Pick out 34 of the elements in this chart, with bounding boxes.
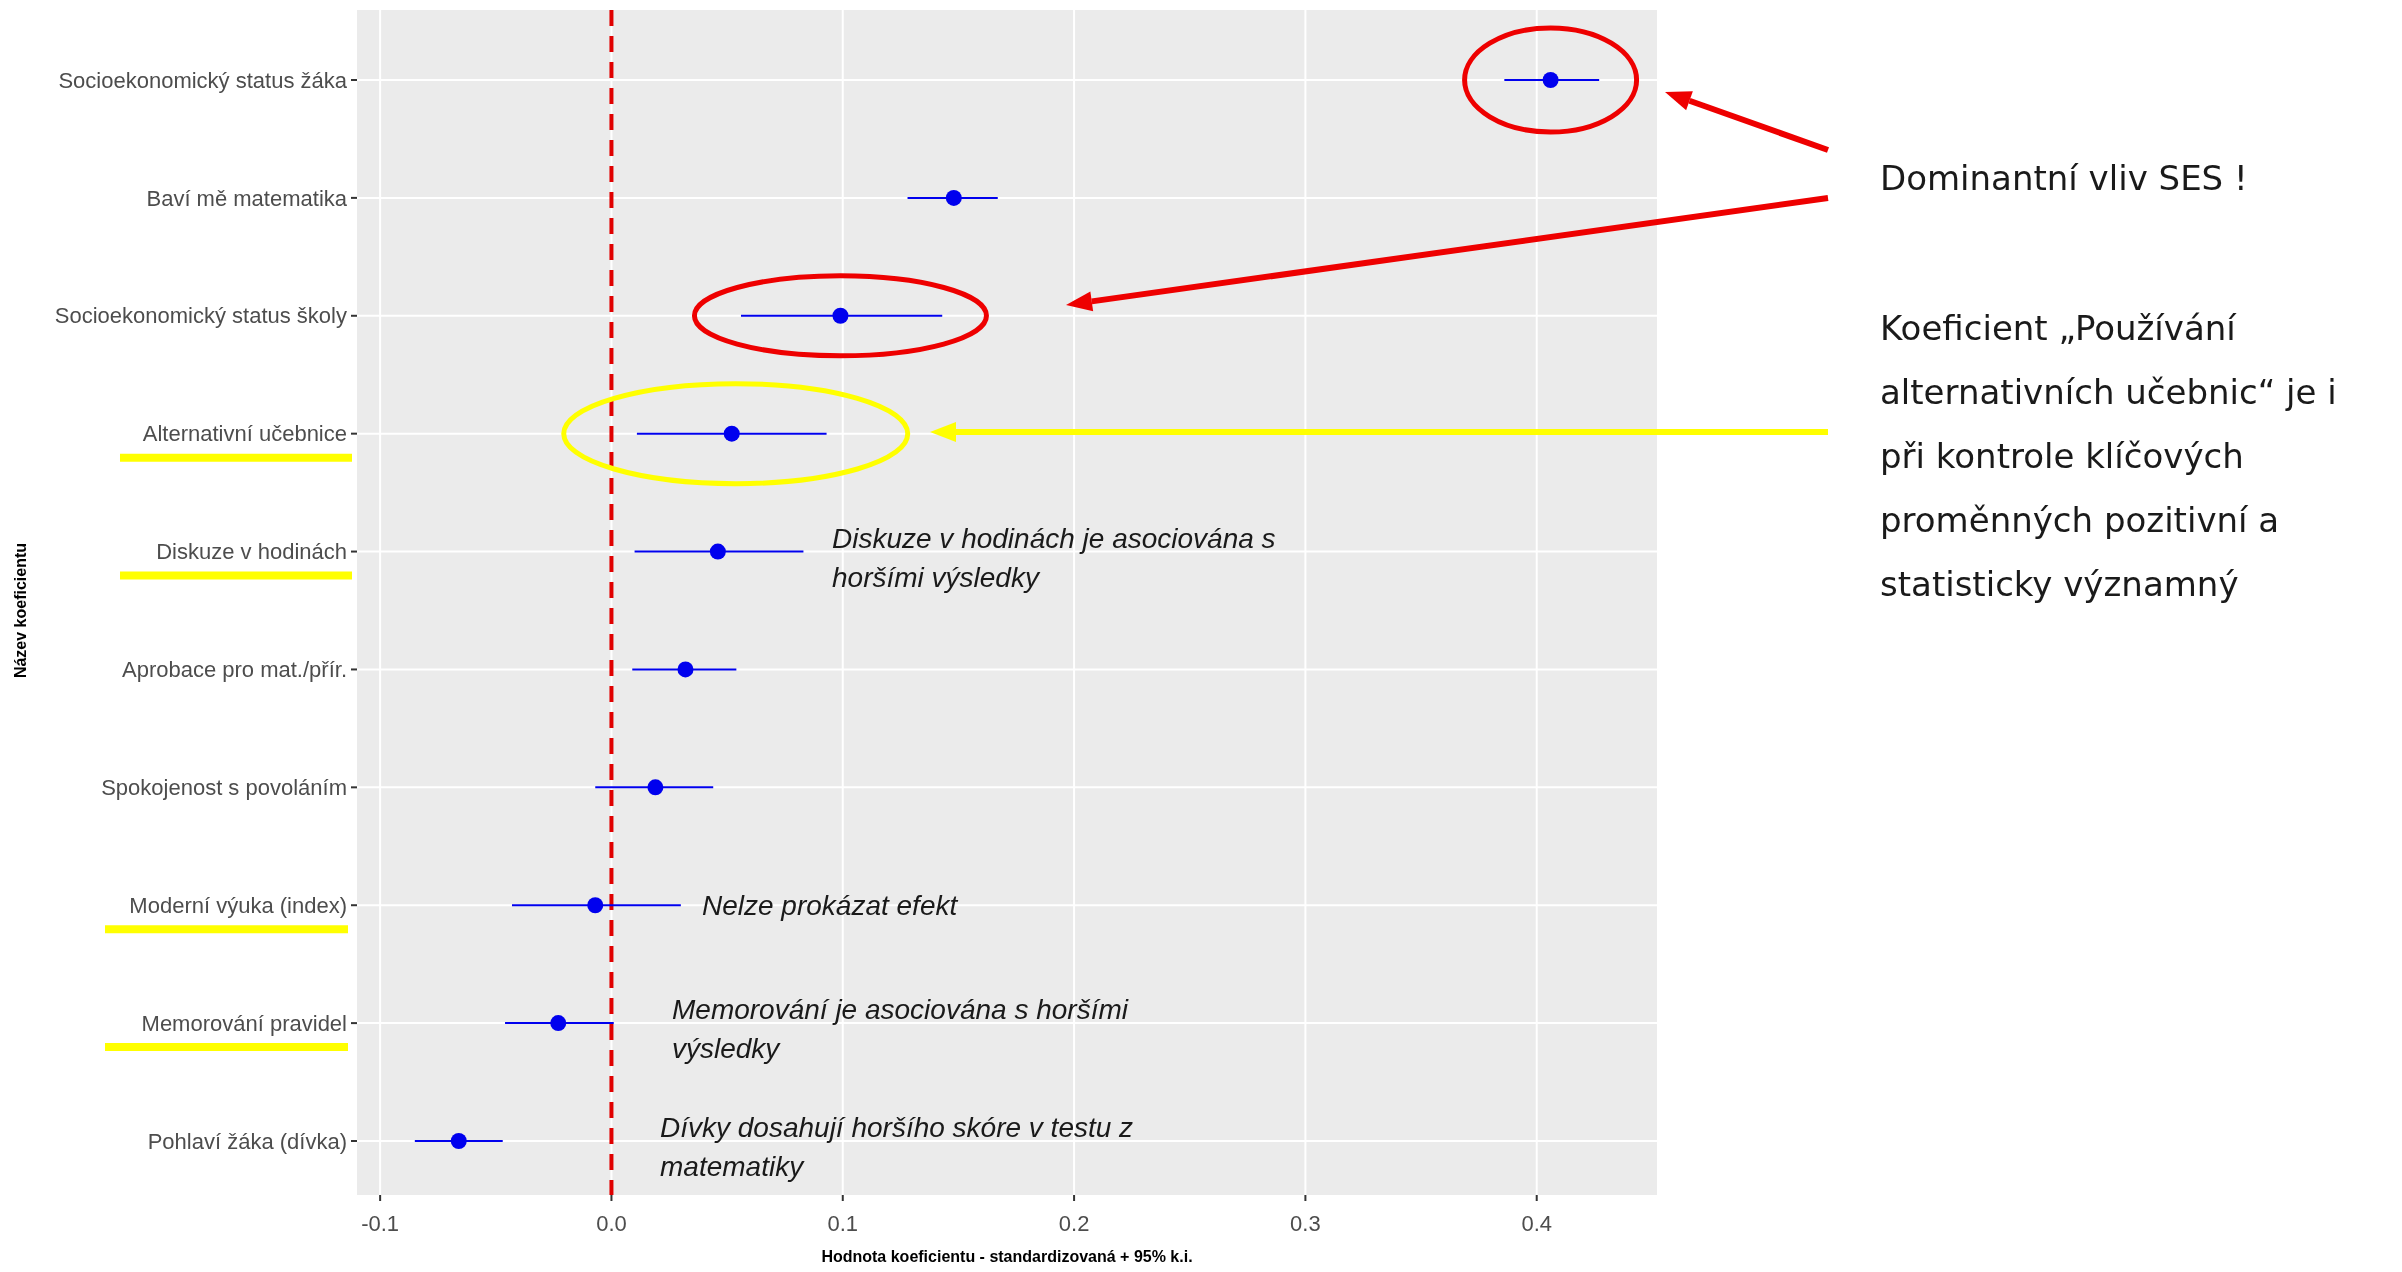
x-tick-label: 0.4 <box>1521 1211 1553 1236</box>
point <box>677 661 694 678</box>
x-tick-label: 0.3 <box>1290 1211 1321 1236</box>
y-tick-label: Alternativní učebnice <box>142 421 347 447</box>
y-tick-label: Aprobace pro mat./přír. <box>122 657 347 683</box>
point <box>723 425 740 442</box>
y-tick-label: Pohlaví žáka (dívka) <box>147 1128 347 1154</box>
y-tick-label: Memorování pravidel <box>141 1010 347 1036</box>
y-tick-label: Baví mě matematika <box>146 185 348 211</box>
point <box>1542 72 1559 88</box>
annotation: Memorování je asociována s horšími výsledky <box>672 994 1129 1065</box>
x-tick-label: 0.0 <box>596 1211 627 1236</box>
y-tick-label: Socioekonomický status školy <box>54 303 347 329</box>
y-tick-label: Socioekonomický status žáka <box>58 67 348 93</box>
point <box>945 189 962 206</box>
x-axis-title: Hodnota koeficientu - standardizovaná + 95% k.i. <box>821 1248 1193 1265</box>
x-tick-label: 0.2 <box>1058 1211 1090 1236</box>
point <box>647 779 664 796</box>
x-tick-label: -0.1 <box>361 1211 400 1236</box>
annotation: Nelze prokázat efekt <box>702 890 959 922</box>
annotation: Dívky dosahují horšího skóre v testu z matematiky <box>660 1112 1134 1182</box>
point <box>709 543 726 560</box>
y-axis-title: Název koeficientu <box>12 542 29 679</box>
text: Koeficient „Používání alternativních učebnic“ je i při kontrole klíčových proměnných pozitivní a statisticky významný <box>1880 308 2337 604</box>
text: Dominantní vliv SES ! <box>1880 158 2248 198</box>
y-tick-label: Spokojenost s povoláním <box>101 775 347 801</box>
point <box>587 897 604 914</box>
point <box>450 1133 467 1149</box>
x-tick-label: 0.1 <box>827 1211 859 1236</box>
annotation: Diskuze v hodinách je asociována s horšími výsledky <box>832 522 1276 593</box>
y-tick-label: Moderní výuka (index) <box>129 892 347 918</box>
point <box>832 307 849 324</box>
point <box>550 1015 567 1032</box>
y-tick-label: Diskuze v hodinách <box>156 539 347 565</box>
